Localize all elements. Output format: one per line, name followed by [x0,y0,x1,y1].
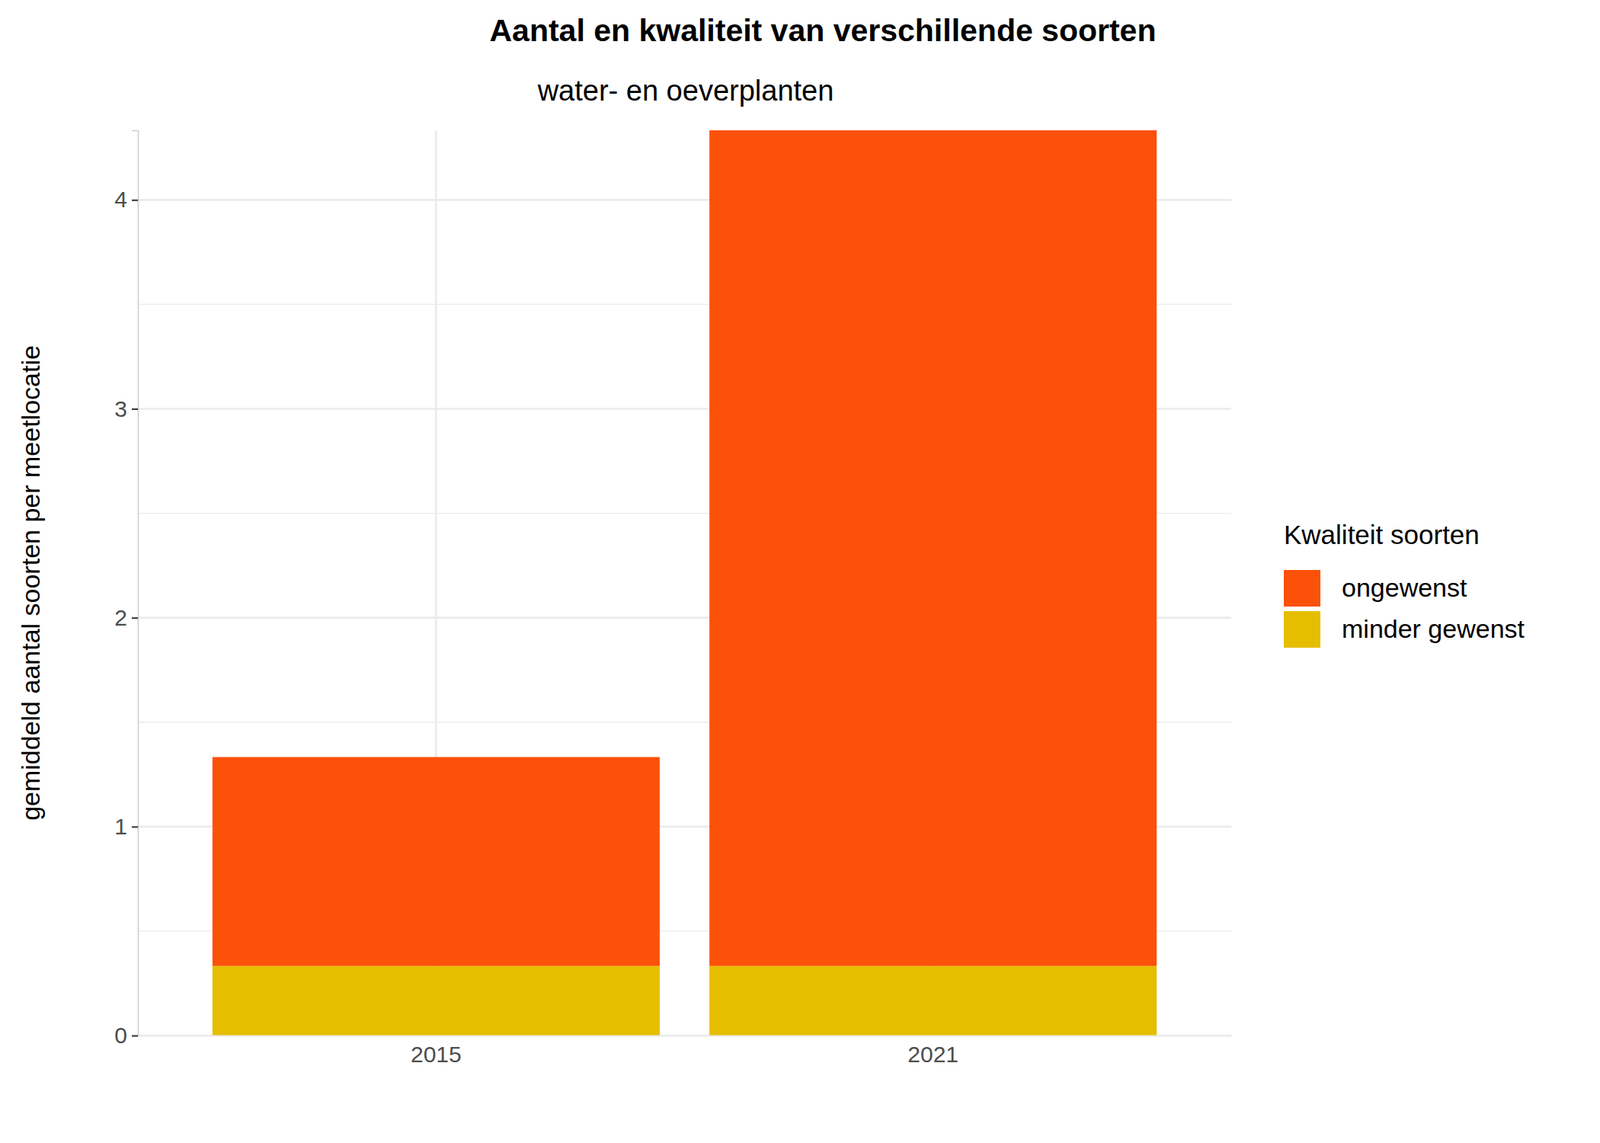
bar [212,966,660,1036]
y-tick-label: 0 [114,1022,128,1048]
y-tick-mark [131,1035,138,1037]
bar [212,757,660,967]
x-tick-label: 2015 [410,1041,462,1067]
legend-label: ongewenst [1341,572,1468,602]
x-tick: 2015 [410,1035,462,1067]
y-tick-label: 4 [114,186,128,212]
y-axis-title: gemiddeld aantal soorten per meetlocatie [16,345,45,821]
y-tick-mark [131,825,138,828]
bar [709,966,1157,1036]
legend-swatch [1283,569,1321,607]
y-tick-label: 1 [114,813,128,839]
legend-swatch [1283,611,1321,648]
legend-label: minder gewenst [1341,614,1526,644]
y-tick: 1 [114,813,138,839]
y-tick-label: 3 [114,396,128,422]
chart: 0 1 2 3 4 2015 2021 Aantal en kwaliteit van ver… [0,0,1600,1143]
bar [709,130,1157,967]
x-axis: 2015 2021 [138,1035,1232,1067]
y-tick-mark [131,408,138,410]
bars [212,130,1157,1036]
legend: Kwaliteit soorten ongewenst minder gewenst [1283,519,1526,648]
x-tick: 2021 [907,1035,959,1067]
x-tick-label: 2021 [907,1041,959,1067]
y-tick: 3 [114,396,138,422]
y-tick-mark [131,617,138,619]
plot: 0 1 2 3 4 2015 2021 [114,130,1232,1067]
title: Aantal en kwaliteit van verschillende so… [489,12,1157,48]
legend-title: Kwaliteit soorten [1283,519,1480,550]
grid [137,130,1232,1036]
y-tick: 2 [114,604,138,631]
y-tick: 0 [114,1022,138,1048]
y-tick: 4 [114,186,138,212]
y-axis-line [131,131,139,1037]
y-axis: 0 1 2 3 4 [114,131,138,1049]
subtitle: water- en oeverplanten [537,74,835,107]
y-tick-label: 2 [114,604,128,631]
x-axis-line [138,1035,1232,1037]
y-tick-mark [131,199,138,202]
